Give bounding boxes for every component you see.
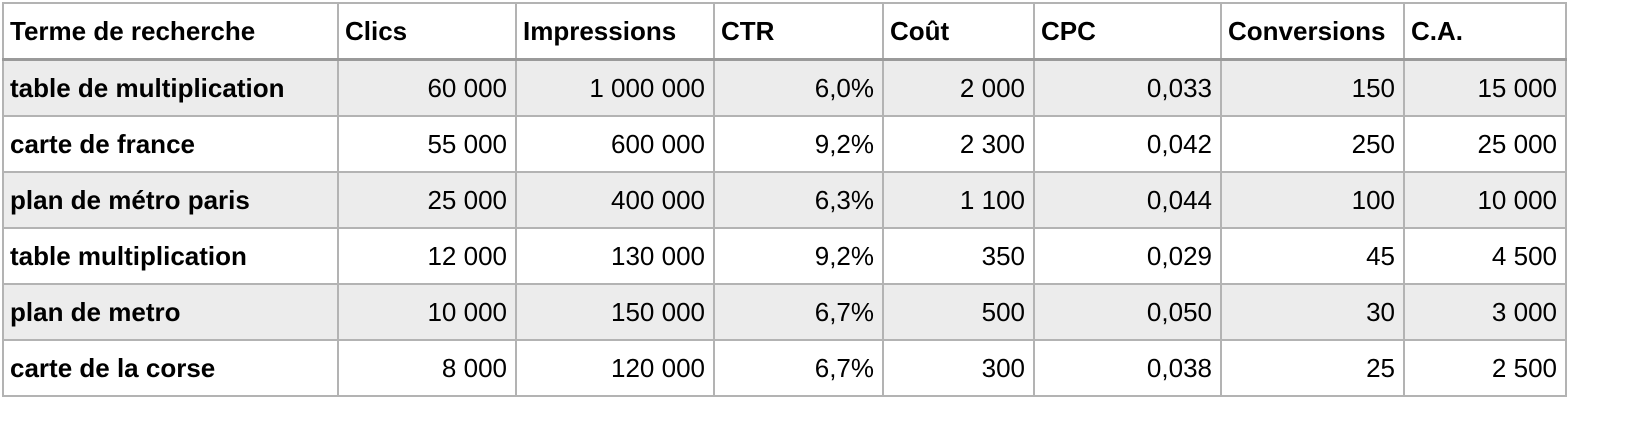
cell-conversions: 45 <box>1220 227 1405 285</box>
cell-revenue: 10 000 <box>1403 171 1567 229</box>
cell-clicks: 60 000 <box>337 58 517 117</box>
cell-impressions: 600 000 <box>515 115 715 173</box>
cell-search-term: carte de france <box>2 115 339 173</box>
cell-cost: 500 <box>882 283 1035 341</box>
cell-cost: 2 300 <box>882 115 1035 173</box>
table-row: plan de métro paris 25 000 400 000 6,3% … <box>2 171 1567 229</box>
cell-cpc: 0,042 <box>1033 115 1222 173</box>
cell-ctr: 6,7% <box>713 283 884 341</box>
cell-cpc: 0,038 <box>1033 339 1222 397</box>
cell-revenue: 25 000 <box>1403 115 1567 173</box>
cell-revenue: 2 500 <box>1403 339 1567 397</box>
header-cost: Coût <box>882 2 1035 61</box>
cell-cpc: 0,033 <box>1033 58 1222 117</box>
header-ctr: CTR <box>713 2 884 61</box>
cell-ctr: 9,2% <box>713 115 884 173</box>
table-row: carte de la corse 8 000 120 000 6,7% 300… <box>2 339 1567 397</box>
cell-impressions: 130 000 <box>515 227 715 285</box>
cell-search-term: plan de métro paris <box>2 171 339 229</box>
cell-revenue: 3 000 <box>1403 283 1567 341</box>
header-revenue: C.A. <box>1403 2 1567 61</box>
cell-clicks: 10 000 <box>337 283 517 341</box>
cell-cpc: 0,050 <box>1033 283 1222 341</box>
table-row: carte de france 55 000 600 000 9,2% 2 30… <box>2 115 1567 173</box>
cell-conversions: 30 <box>1220 283 1405 341</box>
cell-revenue: 4 500 <box>1403 227 1567 285</box>
table-row: plan de metro 10 000 150 000 6,7% 500 0,… <box>2 283 1567 341</box>
cell-cost: 2 000 <box>882 58 1035 117</box>
table-header-row: Terme de recherche Clics Impressions CTR… <box>2 2 1567 61</box>
header-conversions: Conversions <box>1220 2 1405 61</box>
cell-conversions: 100 <box>1220 171 1405 229</box>
cell-ctr: 6,7% <box>713 339 884 397</box>
cell-revenue: 15 000 <box>1403 58 1567 117</box>
cell-cpc: 0,044 <box>1033 171 1222 229</box>
cell-ctr: 9,2% <box>713 227 884 285</box>
cell-cpc: 0,029 <box>1033 227 1222 285</box>
cell-clicks: 12 000 <box>337 227 517 285</box>
cell-conversions: 250 <box>1220 115 1405 173</box>
header-cpc: CPC <box>1033 2 1222 61</box>
search-terms-table: Terme de recherche Clics Impressions CTR… <box>2 2 1567 397</box>
table-row: table de multiplication 60 000 1 000 000… <box>2 58 1567 117</box>
cell-conversions: 25 <box>1220 339 1405 397</box>
cell-impressions: 150 000 <box>515 283 715 341</box>
cell-clicks: 55 000 <box>337 115 517 173</box>
cell-impressions: 400 000 <box>515 171 715 229</box>
cell-impressions: 120 000 <box>515 339 715 397</box>
cell-ctr: 6,3% <box>713 171 884 229</box>
cell-search-term: carte de la corse <box>2 339 339 397</box>
cell-search-term: plan de metro <box>2 283 339 341</box>
cell-cost: 300 <box>882 339 1035 397</box>
cell-search-term: table multiplication <box>2 227 339 285</box>
header-impressions: Impressions <box>515 2 715 61</box>
table-row: table multiplication 12 000 130 000 9,2%… <box>2 227 1567 285</box>
cell-clicks: 25 000 <box>337 171 517 229</box>
cell-impressions: 1 000 000 <box>515 58 715 117</box>
cell-ctr: 6,0% <box>713 58 884 117</box>
cell-clicks: 8 000 <box>337 339 517 397</box>
cell-search-term: table de multiplication <box>2 58 339 117</box>
cell-cost: 350 <box>882 227 1035 285</box>
cell-cost: 1 100 <box>882 171 1035 229</box>
header-clicks: Clics <box>337 2 517 61</box>
cell-conversions: 150 <box>1220 58 1405 117</box>
header-search-term: Terme de recherche <box>2 2 339 61</box>
